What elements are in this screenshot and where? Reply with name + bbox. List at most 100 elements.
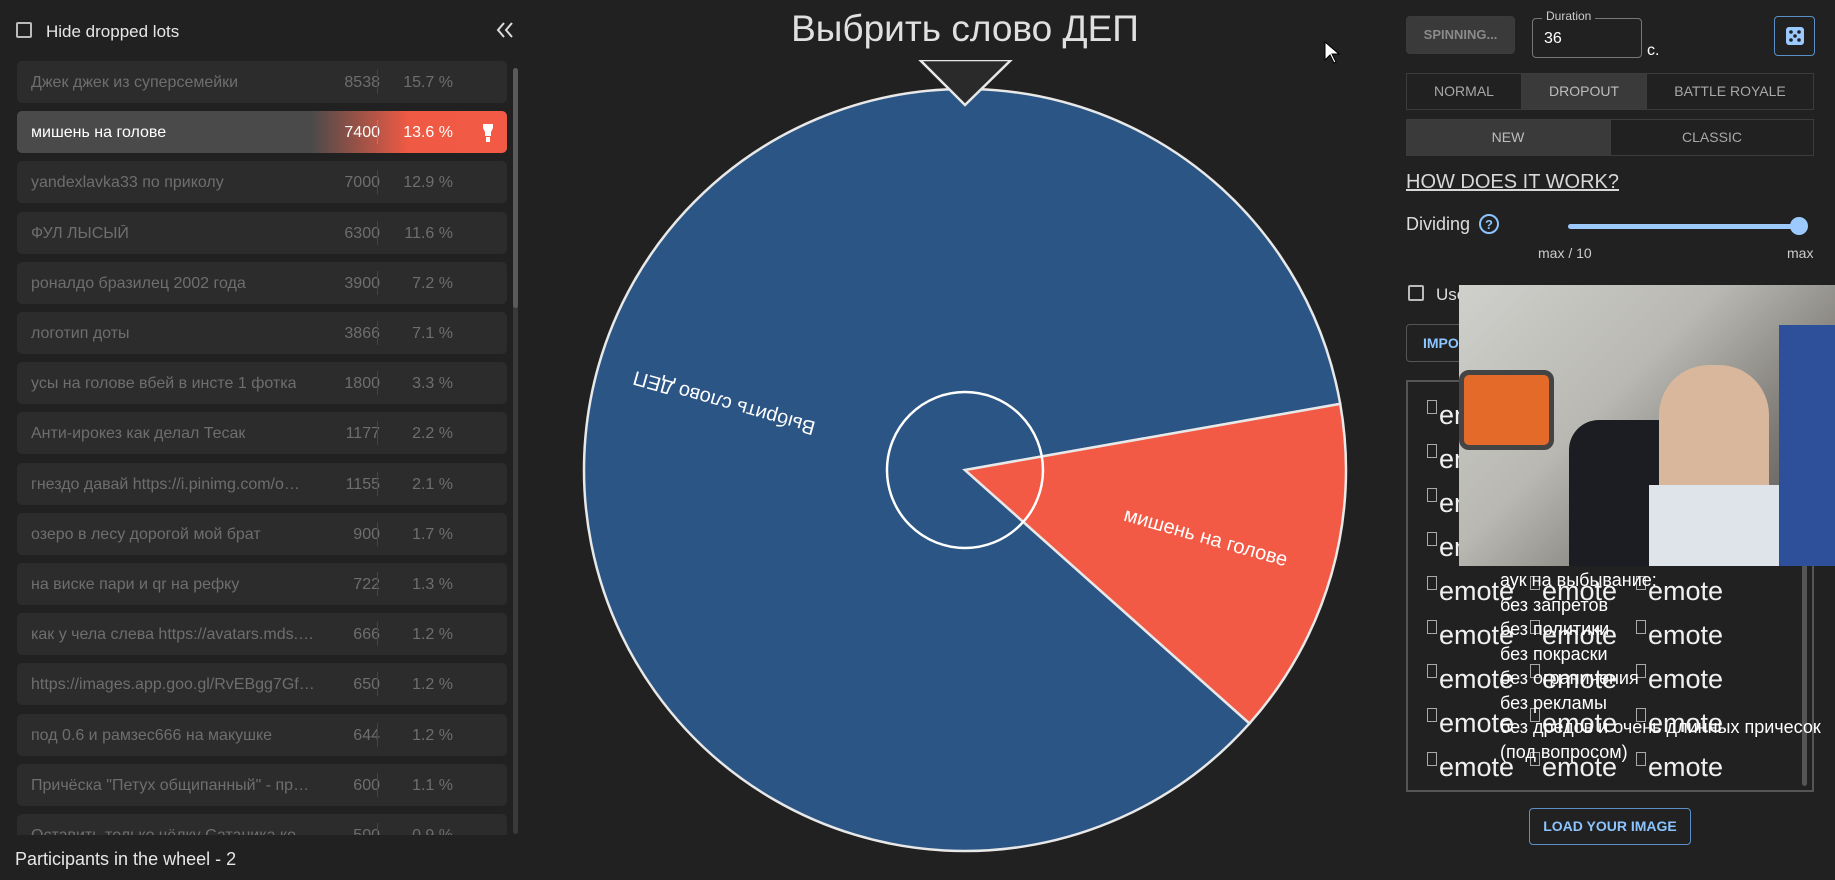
checkbox-label[interactable]: Use	[1436, 285, 1467, 304]
lot-name: логотип доты	[31, 325, 130, 342]
duration-value: 36	[1544, 30, 1562, 47]
mode-tab[interactable]: BATTLE ROYALE	[1646, 73, 1814, 110]
lot-amount: 3900	[344, 274, 380, 292]
lot-percent: 7.2 %	[412, 274, 453, 292]
lot-row[interactable]: ФУЛ ЛЫСЫЙ 6300 11.6 %	[17, 211, 507, 254]
slider-track[interactable]	[1568, 224, 1800, 229]
broken-emote: emote	[1427, 664, 1514, 695]
broken-emote: emote	[1530, 664, 1617, 695]
lot-amount: 1177	[345, 425, 380, 443]
lot-row[interactable]: гнездо давай https://i.pinimg.com/o… 1155…	[17, 462, 507, 505]
lot-amount: 722	[353, 576, 380, 593]
lot-row[interactable]: Джек джек из суперсемейки 8538 15.7 %	[17, 61, 507, 103]
divider	[377, 70, 378, 94]
broken-emote: emote	[1427, 708, 1514, 739]
divider	[377, 321, 378, 345]
divider	[377, 622, 378, 647]
lot-name: под 0.6 и рамзес666 на макушке	[31, 726, 273, 744]
winner-icon	[479, 122, 497, 149]
lot-amount: 8538	[344, 74, 380, 91]
dividing-label: Dividing	[1406, 214, 1471, 234]
lot-amount: 7400	[344, 124, 380, 142]
checkbox-label[interactable]: Hide dropped lots	[46, 22, 180, 41]
lot-percent: 7.1 %	[412, 325, 453, 342]
duration-label: Duration	[1542, 9, 1596, 23]
slider-max-label: max	[1787, 245, 1814, 261]
slider-thumb[interactable]	[1790, 217, 1808, 235]
slider-min-label: max / 10	[1538, 245, 1592, 261]
scrollbar	[1802, 384, 1807, 786]
lot-row[interactable]: https://images.app.goo.gl/RvEBgg7Gf… 650 1…	[17, 663, 507, 706]
lot-percent: 3.3 %	[412, 375, 453, 393]
wheel-pointer	[918, 60, 1013, 107]
lot-name: как у чела слева https://avatars.mds.…	[31, 626, 315, 644]
webcam-overlay	[1459, 285, 1835, 566]
lot-percent: 11.6 %	[404, 224, 453, 242]
lot-amount: 600	[353, 776, 380, 794]
checkbox[interactable]	[1408, 285, 1424, 301]
wheel-segment	[582, 87, 1342, 853]
divider	[377, 270, 378, 295]
broken-emote: emote	[1530, 708, 1617, 739]
lot-name: роналдо бразилец 2002 года	[31, 274, 246, 292]
help-icon[interactable]: ?	[1478, 213, 1500, 235]
divider	[377, 371, 378, 396]
chat-line: без запретов	[1500, 594, 1609, 615]
lot-percent: 2.2 %	[412, 425, 453, 443]
lot-name: на виске пари и qr на рефку	[31, 576, 240, 593]
lot-percent: 1.2 %	[412, 726, 453, 744]
svg-text:?: ?	[1485, 217, 1493, 232]
lot-row[interactable]: роналдо бразилец 2002 года 3900 7.2 %	[17, 261, 507, 304]
random-button[interactable]	[1774, 16, 1815, 56]
lot-row[interactable]: на виске пари и qr на рефку 722 1.3 %	[17, 563, 507, 605]
lot-row[interactable]: под 0.6 и рамзес666 на макушке 644 1.2 %	[17, 713, 507, 756]
chat-line: без ограничения	[1500, 668, 1639, 688]
chat-line: аук на выбывание:	[1500, 570, 1657, 590]
lot-row[interactable]: Причёска "Петух общипанный" - пр… 600 1.1 …	[17, 763, 507, 806]
chat-line: без рекламы	[1500, 692, 1607, 713]
duration-unit: с.	[1647, 42, 1660, 59]
cursor	[1324, 40, 1341, 64]
lot-percent: 15.7 %	[403, 74, 453, 91]
lot-row[interactable]: мишень на голове 7400 13.6 %	[17, 111, 507, 154]
lot-amount: 7000	[344, 174, 380, 192]
divider	[377, 120, 378, 145]
divider	[377, 471, 378, 496]
lot-row[interactable]: как у чела слева https://avatars.mds.… 66…	[17, 613, 507, 656]
load-image-button[interactable]: LOAD YOUR IMAGE	[1529, 808, 1691, 845]
lot-name: озеро в лесу дорогой мой брат	[31, 525, 261, 543]
lot-amount: 650	[353, 676, 380, 694]
broken-emote: emote	[1636, 576, 1723, 607]
broken-emote: emote	[1427, 752, 1514, 783]
help-link[interactable]: HOW DOES IT WORK?	[1406, 171, 1619, 193]
variant-tab[interactable]: CLASSIC	[1610, 119, 1814, 156]
divider	[377, 220, 378, 245]
lot-amount: 3866	[344, 325, 380, 342]
divider	[377, 722, 378, 747]
divider	[377, 672, 378, 697]
wheel-title: Выбрить слово ДЕП	[791, 8, 1139, 49]
wheel-hub	[885, 390, 1045, 550]
broken-emote: emote	[1636, 664, 1723, 695]
lot-amount: 666	[353, 626, 380, 644]
broken-emote: emote	[1427, 576, 1514, 607]
scrollbar-thumb[interactable]	[513, 68, 518, 308]
lot-row[interactable]: логотип доты 3866 7.1 %	[17, 312, 507, 354]
lot-name: Причёска "Петух общипанный" - пр…	[31, 776, 310, 794]
checkbox[interactable]	[16, 22, 32, 38]
spin-button[interactable]: SPINNING...	[1406, 16, 1515, 54]
lot-row[interactable]: усы на голове вбей в инсте 1 фотка 1800 3.…	[17, 362, 507, 405]
variant-tab[interactable]: NEW	[1406, 119, 1610, 156]
collapse-button[interactable]	[496, 20, 514, 40]
mode-tab[interactable]: NORMAL	[1406, 73, 1522, 110]
divider	[377, 772, 378, 797]
lot-row[interactable]: yandexlavka33 по приколу 7000 12.9 %	[17, 161, 507, 204]
mode-tab[interactable]: DROPOUT	[1522, 73, 1646, 110]
lot-amount: 644	[353, 726, 380, 744]
lot-row[interactable]: озеро в лесу дорогой мой брат 900 1.7 %	[17, 512, 507, 555]
lot-row[interactable]: Анти-ирокез как делал Тесак 1177 2.2 %	[17, 412, 507, 455]
lot-percent: 2.1 %	[412, 475, 453, 493]
broken-emote: emote	[1636, 620, 1723, 651]
